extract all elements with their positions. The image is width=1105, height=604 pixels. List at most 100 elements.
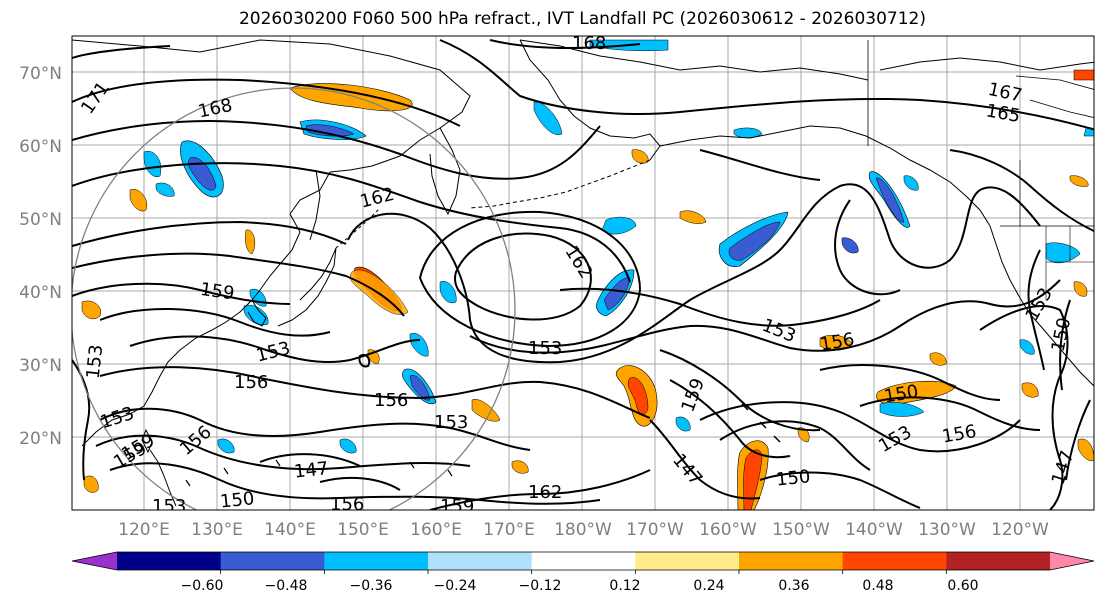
contour-line (699, 401, 1021, 453)
colorbar-boxes (71, 551, 1095, 574)
contour-line (72, 162, 631, 283)
arctic-islands (1015, 75, 1094, 118)
contour-line (819, 364, 1001, 401)
negative-patch (339, 438, 357, 454)
contour-label: 153 (528, 338, 562, 359)
lat-label: 70°N (19, 64, 62, 84)
contour-label: 156 (330, 494, 364, 515)
contour-line (129, 335, 421, 364)
contour-label: 147 (293, 458, 329, 482)
contour-line (319, 476, 401, 491)
border-states (1019, 160, 1094, 300)
contour-label: 153 (83, 344, 107, 380)
colorbar-tick-label: 0.60 (947, 578, 978, 594)
negative-patch (903, 175, 919, 191)
lat-label: 20°N (19, 429, 62, 449)
landfall-region-circle (72, 87, 516, 510)
colorbar-tick-label: −0.36 (350, 578, 393, 594)
coastline-alaska (519, 39, 869, 81)
positive-patch (1021, 382, 1039, 398)
contour-label: 150 (219, 488, 255, 512)
coastline-korea (247, 299, 267, 327)
contour-line (834, 199, 901, 296)
colorbar-tick-label: −0.48 (265, 578, 308, 594)
contour-line (1059, 299, 1071, 391)
colorbar-box (842, 552, 947, 570)
negative-patch (841, 237, 859, 254)
positive-patch (83, 475, 99, 493)
map-background (72, 36, 1094, 510)
lon-label: 120°E (118, 520, 170, 540)
contour-line (489, 39, 641, 49)
longitude-axis: 120°E 130°E 140°E 150°E 160°E 170°E 180°… (118, 520, 1049, 540)
positive-patch (471, 399, 501, 422)
contour-line (72, 78, 461, 127)
contour-line (72, 282, 291, 305)
contour-line (1027, 249, 1045, 371)
colorbar-tick-label: 0.24 (693, 578, 724, 594)
positive-patch (129, 188, 148, 212)
contours (72, 39, 1094, 510)
lon-label: 180°W (554, 520, 612, 540)
contour-line (649, 419, 761, 500)
lon-label: 160°W (699, 520, 757, 540)
sakhalin (309, 169, 321, 241)
chart-title: 2026030200 F060 500 hPa refract., IVT La… (238, 9, 926, 29)
contour-label: 168 (572, 33, 606, 54)
coastline-alaska-south (659, 125, 991, 227)
contour-line (99, 407, 531, 451)
negative-patch (155, 182, 175, 197)
graticule (72, 36, 1094, 510)
colorbar-box (531, 552, 636, 570)
contour-label: 153 (434, 412, 468, 433)
contour-line (1065, 399, 1091, 481)
negative-patch (439, 280, 457, 304)
colorbar-extend-high (1050, 552, 1094, 570)
positive-patch (743, 449, 763, 510)
contour-line (429, 469, 651, 510)
negative-patch (875, 177, 905, 223)
colorbar-outline (71, 551, 1095, 571)
contour-line (669, 379, 791, 459)
contour-line (99, 366, 651, 419)
kuril-islands (335, 207, 381, 249)
positive-patch (289, 83, 413, 112)
arctic-coast (879, 57, 1094, 71)
contour-label: 159 (199, 279, 236, 305)
contour-label: 159 (440, 496, 474, 517)
lat-label: 50°N (19, 210, 62, 230)
lon-label: 150°E (337, 520, 389, 540)
colorbar-tick-label: 0.12 (609, 578, 640, 594)
contour-line (72, 220, 347, 247)
coastline-asia (72, 39, 471, 173)
negative-patch (409, 333, 429, 357)
colorbar-box (324, 552, 429, 570)
contour-line (109, 462, 601, 505)
contour-label: 153 (152, 496, 186, 517)
contour-line (559, 287, 881, 327)
contour-line (699, 149, 821, 181)
colorbar-tick-label: 0.48 (862, 578, 893, 594)
map-frame (71, 35, 1095, 511)
contour-label: 150 (775, 466, 811, 490)
positive-patch (511, 460, 529, 474)
contour-line (358, 354, 371, 368)
coastline-asia-east (167, 171, 331, 363)
positive-patch (81, 300, 102, 320)
negative-patch (728, 221, 781, 261)
negative-patch (733, 127, 763, 138)
contour-label: 162 (528, 482, 562, 503)
contour-line (72, 120, 601, 180)
negative-patch (409, 375, 431, 401)
lon-label: 150°W (772, 520, 830, 540)
colorbar-box (739, 552, 844, 570)
contour-line (259, 453, 361, 467)
negative-patch (533, 101, 563, 135)
negative-patch (217, 438, 235, 454)
contour-line (72, 252, 405, 317)
lon-label: 160°E (410, 520, 462, 540)
coastline-kamchatka (429, 127, 461, 216)
lat-label: 40°N (19, 283, 62, 303)
